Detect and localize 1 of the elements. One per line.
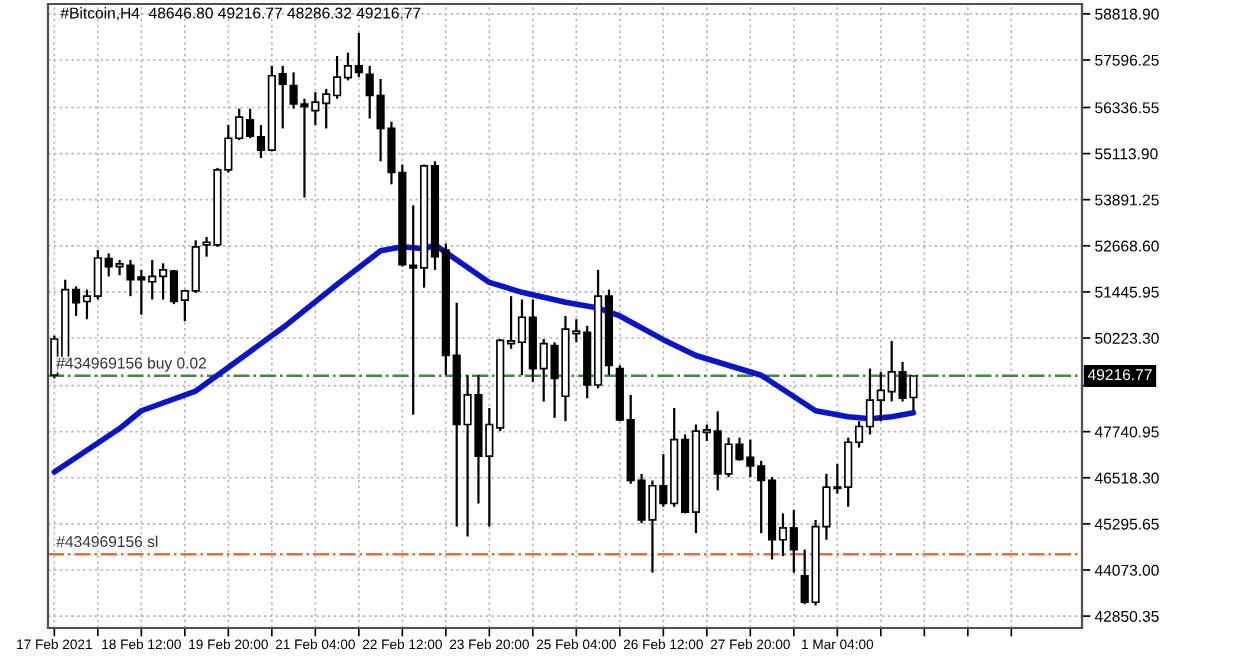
line-series	[51, 242, 917, 475]
